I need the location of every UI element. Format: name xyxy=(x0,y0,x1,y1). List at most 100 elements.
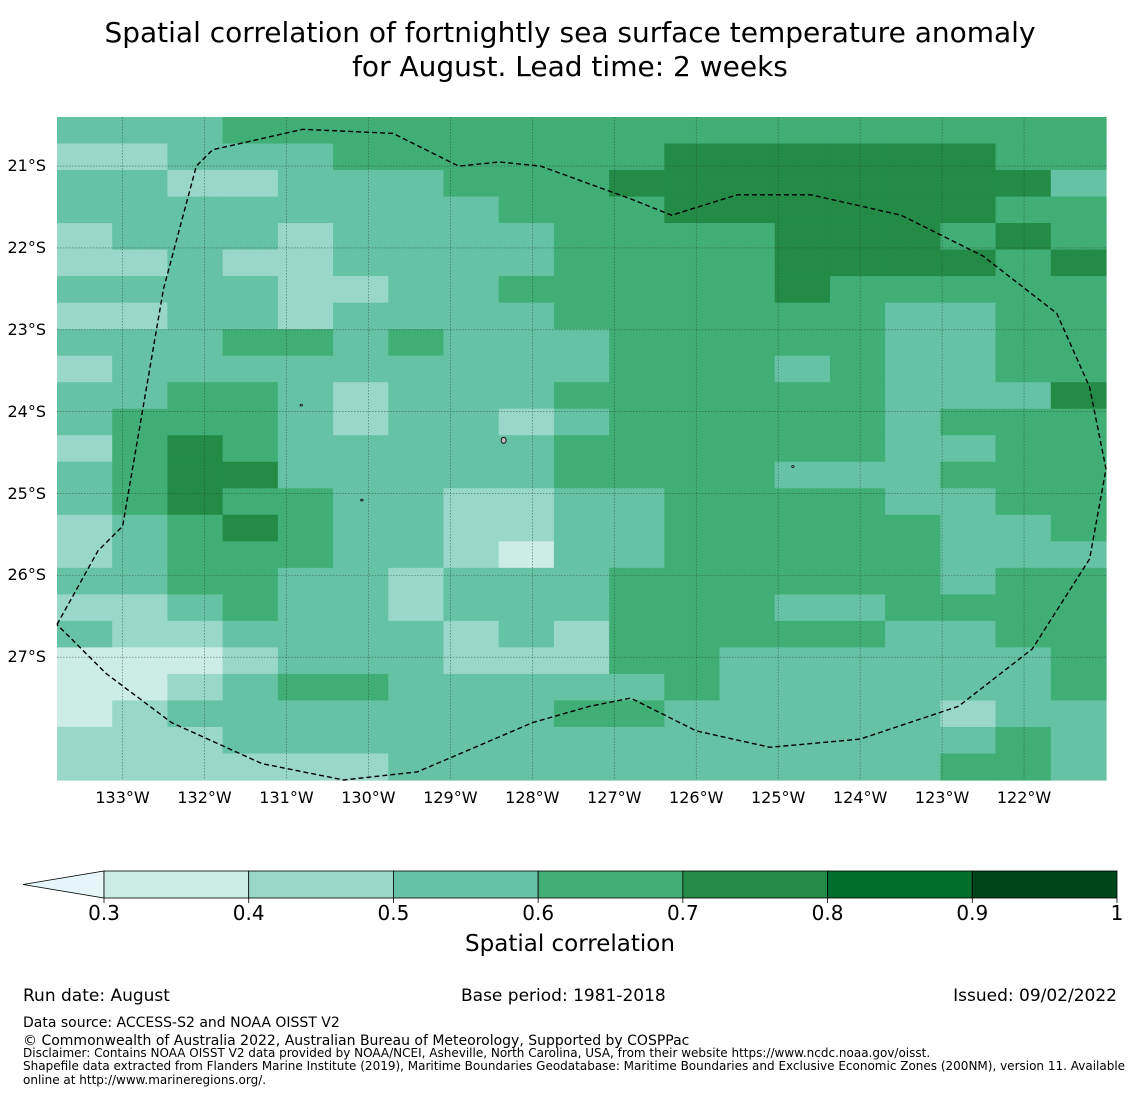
field-cell xyxy=(829,620,886,648)
field-cell xyxy=(443,408,500,436)
field-cell xyxy=(664,461,721,489)
field-cell xyxy=(995,488,1052,516)
field-cell xyxy=(774,488,831,516)
field-cell xyxy=(940,329,997,357)
field-cell xyxy=(167,567,224,595)
field-cell xyxy=(885,329,941,357)
field-cell xyxy=(112,541,169,569)
field-cell xyxy=(774,673,831,702)
latitude-tick-label: 21°S xyxy=(7,156,46,176)
field-cell xyxy=(57,276,113,304)
field-cell xyxy=(719,302,776,330)
field-cell xyxy=(664,673,721,702)
field-cell xyxy=(885,726,941,755)
field-cell xyxy=(167,541,224,569)
field-cell xyxy=(277,329,334,357)
field-cell xyxy=(719,647,776,675)
field-cell xyxy=(885,223,941,251)
field-cell xyxy=(774,514,831,542)
field-cell xyxy=(774,541,831,569)
field-cell xyxy=(829,488,886,516)
field-cell xyxy=(388,117,445,145)
longitude-tick-label: 124°W xyxy=(832,788,888,807)
field-cell xyxy=(443,514,500,542)
field-cell xyxy=(277,620,334,648)
field-cell xyxy=(995,223,1052,251)
field-cell xyxy=(995,249,1052,277)
field-cell xyxy=(719,461,776,489)
field-cell xyxy=(498,355,555,383)
field-cell xyxy=(112,117,169,145)
field-cell xyxy=(388,143,445,171)
field-cell xyxy=(443,276,500,304)
field-cell xyxy=(167,726,224,755)
field-cell xyxy=(940,435,997,463)
field-cell xyxy=(774,594,831,622)
field-cell xyxy=(885,435,941,463)
field-cell xyxy=(57,461,113,489)
field-cell xyxy=(609,170,665,198)
field-cell xyxy=(885,673,941,702)
field-cell xyxy=(1050,461,1107,489)
field-cell xyxy=(940,249,997,277)
island-marker xyxy=(299,403,303,407)
field-cell xyxy=(609,408,665,436)
field-cell xyxy=(1050,647,1107,675)
field-cell xyxy=(112,673,169,702)
field-cell xyxy=(885,355,941,383)
field-cell xyxy=(995,117,1052,145)
field-cell xyxy=(222,700,279,728)
field-cell xyxy=(222,143,279,171)
field-cell xyxy=(112,170,169,198)
field-cell xyxy=(940,302,997,330)
field-cell xyxy=(829,594,886,622)
field-cell xyxy=(333,408,389,436)
field-cell xyxy=(333,753,389,781)
field-cell xyxy=(829,196,886,224)
field-cell xyxy=(498,143,555,171)
field-cell xyxy=(664,170,721,198)
field-cell xyxy=(664,753,721,781)
colorbar-tick-label: 0.9 xyxy=(956,901,989,925)
field-cell xyxy=(167,461,224,489)
field-cell xyxy=(222,488,279,516)
field-cell xyxy=(719,700,776,728)
colorbar-segment xyxy=(393,870,539,899)
field-cell xyxy=(167,143,224,171)
field-cell xyxy=(277,249,334,277)
field-cell xyxy=(112,488,169,516)
field-cell xyxy=(57,143,113,171)
field-cell xyxy=(995,700,1052,728)
field-cell xyxy=(167,594,224,622)
field-cell xyxy=(112,594,169,622)
field-cell xyxy=(609,647,665,675)
field-cell xyxy=(829,408,886,436)
field-cell xyxy=(719,673,776,702)
eez-boundary xyxy=(56,128,1107,781)
latitude-tick-label: 22°S xyxy=(7,237,46,257)
field-cell xyxy=(388,223,445,251)
field-cell xyxy=(1050,514,1107,542)
field-cell xyxy=(222,514,279,542)
field-cell xyxy=(995,408,1052,436)
field-cell xyxy=(112,435,169,463)
field-cell xyxy=(388,435,445,463)
field-cell xyxy=(333,541,389,569)
field-cell xyxy=(553,753,610,781)
field-cell xyxy=(995,726,1052,755)
colorbar-tick-label: 0.7 xyxy=(666,901,699,925)
field-cell xyxy=(940,223,997,251)
field-cell xyxy=(443,170,500,198)
field-cell xyxy=(829,461,886,489)
field-cell xyxy=(609,355,665,383)
field-cell xyxy=(443,223,500,251)
field-cell xyxy=(885,488,941,516)
field-cell xyxy=(112,329,169,357)
field-cell xyxy=(995,514,1052,542)
island-marker xyxy=(500,436,507,444)
field-cell xyxy=(553,196,610,224)
latitude-tick-label: 24°S xyxy=(7,401,46,421)
colorbar-segment xyxy=(971,870,1118,899)
field-cell xyxy=(553,726,610,755)
